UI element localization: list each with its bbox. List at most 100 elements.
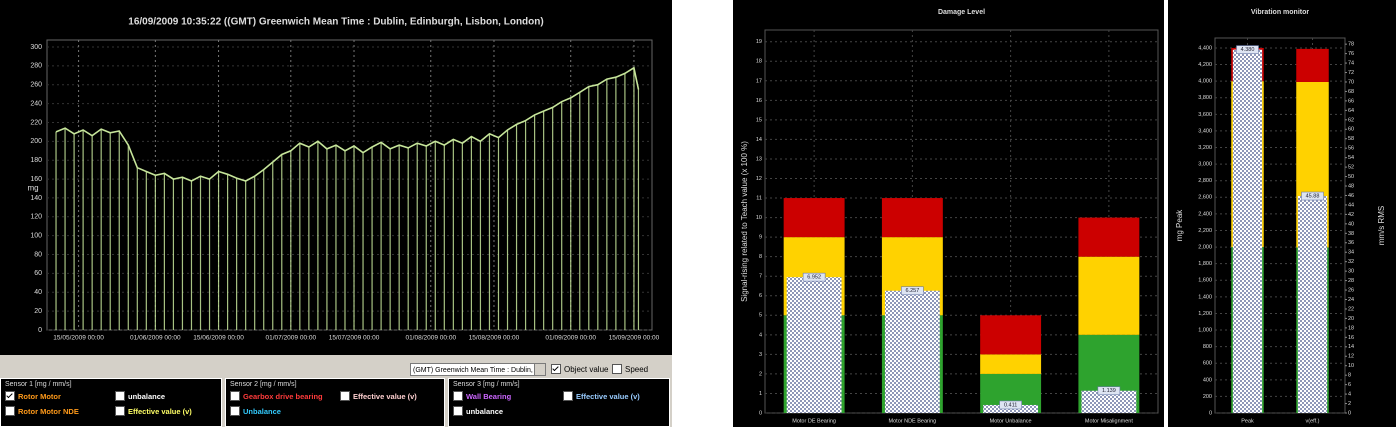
value-label-box (802, 272, 826, 282)
sensor-items: Rotor Motor unbalance Rotor Motor NDE Effec… (5, 391, 217, 416)
sensor-option[interactable]: unbalance (115, 391, 215, 401)
x-tick-label: 01/06/2009 00:00 (130, 335, 181, 342)
option-label: Object value (564, 364, 609, 374)
timezone-dropdown[interactable]: (GMT) Greenwich Mean Time : Dublin, Edin… (410, 363, 546, 376)
checkbox[interactable] (612, 364, 622, 374)
y-tick-label: 1,400 (1198, 294, 1212, 300)
value-label: 45.88 (1306, 193, 1320, 199)
sensor-group: Sensor 3 [mg / mm/s] Wall Bearing Effectiv… (448, 378, 670, 427)
speed-option[interactable]: Speed (612, 364, 648, 374)
y2-tick-label: 14 (1348, 344, 1354, 350)
checkbox[interactable] (115, 406, 125, 416)
checkbox[interactable] (115, 391, 125, 401)
y-tick-label: 120 (30, 214, 42, 221)
y2-tick-label: 66 (1348, 98, 1354, 104)
checkbox[interactable] (230, 391, 240, 401)
checkbox[interactable] (453, 391, 463, 401)
x-tick-label: 01/07/2009 00:00 (266, 335, 317, 342)
checkbox[interactable] (340, 391, 350, 401)
y-tick-label: 3,800 (1198, 95, 1212, 101)
option-label: Speed (625, 364, 649, 374)
y-axis-label: mg (27, 184, 38, 193)
control-bar: (GMT) Greenwich Mean Time : Dublin, Edin… (0, 355, 672, 427)
y2-tick-label: 2 (1348, 401, 1351, 407)
sensor-option[interactable]: Effective value (v) (563, 391, 663, 401)
y2-tick-label: 20 (1348, 316, 1354, 322)
y-tick-label: 2,200 (1198, 228, 1212, 234)
plot-area (46, 39, 653, 331)
y2-tick-label: 74 (1348, 61, 1354, 67)
y-tick-label: 4,000 (1198, 79, 1212, 85)
y-tick-label: 3 (759, 352, 762, 358)
y2-tick-label: 54 (1348, 155, 1354, 161)
x-tick-label: 15/07/2009 00:00 (329, 335, 380, 342)
y-tick-label: 300 (30, 44, 42, 51)
chart-title: Damage Level (938, 9, 985, 16)
object-value-option[interactable]: Object value (551, 364, 608, 374)
y-tick-label: 200 (30, 138, 42, 145)
x-tick-label: Motor DE Bearing (792, 418, 836, 424)
y-tick-label: 40 (34, 289, 42, 296)
y-tick-label: 1,200 (1198, 311, 1212, 317)
sensor-option[interactable]: Unbalance (230, 406, 340, 416)
sensor-option[interactable]: Effective value (v) (340, 391, 440, 401)
sensor-option[interactable]: unbalance (453, 406, 563, 416)
sensor-option[interactable]: Rotor Motor NDE (5, 406, 115, 416)
y-tick-label: 2,600 (1198, 195, 1212, 201)
y-tick-label: 140 (30, 195, 42, 202)
y2-tick-label: 22 (1348, 306, 1354, 312)
sensor-option[interactable]: Gearbox drive bearing (230, 391, 340, 401)
y2-tick-label: 8 (1348, 373, 1351, 379)
y-tick-label: 3,400 (1198, 128, 1212, 134)
checkbox[interactable] (551, 364, 561, 374)
sensor-title: Sensor 2 [mg / mm/s] (230, 381, 297, 388)
y2-tick-label: 40 (1348, 221, 1354, 227)
current-value-bar (1232, 49, 1263, 413)
y-tick-label: 240 (30, 100, 42, 107)
y-tick-label: 1,000 (1198, 327, 1212, 333)
value-label: 4.380 (1241, 47, 1255, 53)
y2-tick-label: 48 (1348, 183, 1354, 189)
sensor-title: Sensor 3 [mg / mm/s] (453, 381, 520, 388)
y2-tick-label: 26 (1348, 288, 1354, 294)
y-tick-label: 1 (759, 391, 762, 397)
option-label: Effective value (v) (576, 391, 640, 401)
x-tick-label: Motor Unbalance (990, 418, 1032, 424)
current-value-bar (1081, 390, 1137, 413)
y-tick-label: 60 (34, 270, 42, 277)
y2-tick-label: 38 (1348, 231, 1354, 237)
y-tick-label: 3,000 (1198, 162, 1212, 168)
x-tick-label: 15/08/2009 00:00 (469, 335, 520, 342)
value-label-box (999, 400, 1022, 410)
y-tick-label: 280 (30, 63, 42, 70)
checkbox[interactable] (563, 391, 573, 401)
y2-tick-label: 6 (1348, 382, 1351, 388)
y2-tick-label: 68 (1348, 89, 1354, 95)
trend-line (55, 66, 640, 182)
x-tick-label: 15/09/2009 00:00 (609, 335, 660, 342)
y-tick-label: 100 (30, 233, 42, 240)
y2-tick-label: 46 (1348, 193, 1354, 199)
y-tick-label: 0 (759, 410, 762, 416)
y-tick-label: 11 (756, 196, 762, 202)
sensor-option[interactable]: Rotor Motor (5, 391, 115, 401)
y2-tick-label: 58 (1348, 136, 1354, 142)
value-label: 0.411 (1004, 402, 1017, 408)
y2-tick-label: 30 (1348, 269, 1354, 275)
checkbox[interactable] (5, 406, 15, 416)
checkbox[interactable] (453, 406, 463, 416)
y2-tick-label: 62 (1348, 117, 1354, 123)
y2-tick-label: 70 (1348, 79, 1354, 85)
sensor-items: Wall Bearing Effective value (v) unbalance (453, 391, 665, 416)
y2-tick-label: 42 (1348, 212, 1354, 218)
checkbox[interactable] (230, 406, 240, 416)
checkbox[interactable] (5, 391, 15, 401)
sensor-items: Gearbox drive bearing Effective value (v)… (230, 391, 440, 416)
value-label: 6.257 (905, 288, 919, 294)
option-label: Gearbox drive bearing (243, 391, 323, 401)
y2-tick-label: 32 (1348, 259, 1354, 265)
y-tick-label: 16 (756, 98, 762, 104)
sensor-option[interactable]: Effective value (v) (115, 406, 215, 416)
sensor-option[interactable]: Wall Bearing (453, 391, 563, 401)
y-tick-label: 4,200 (1198, 62, 1212, 68)
